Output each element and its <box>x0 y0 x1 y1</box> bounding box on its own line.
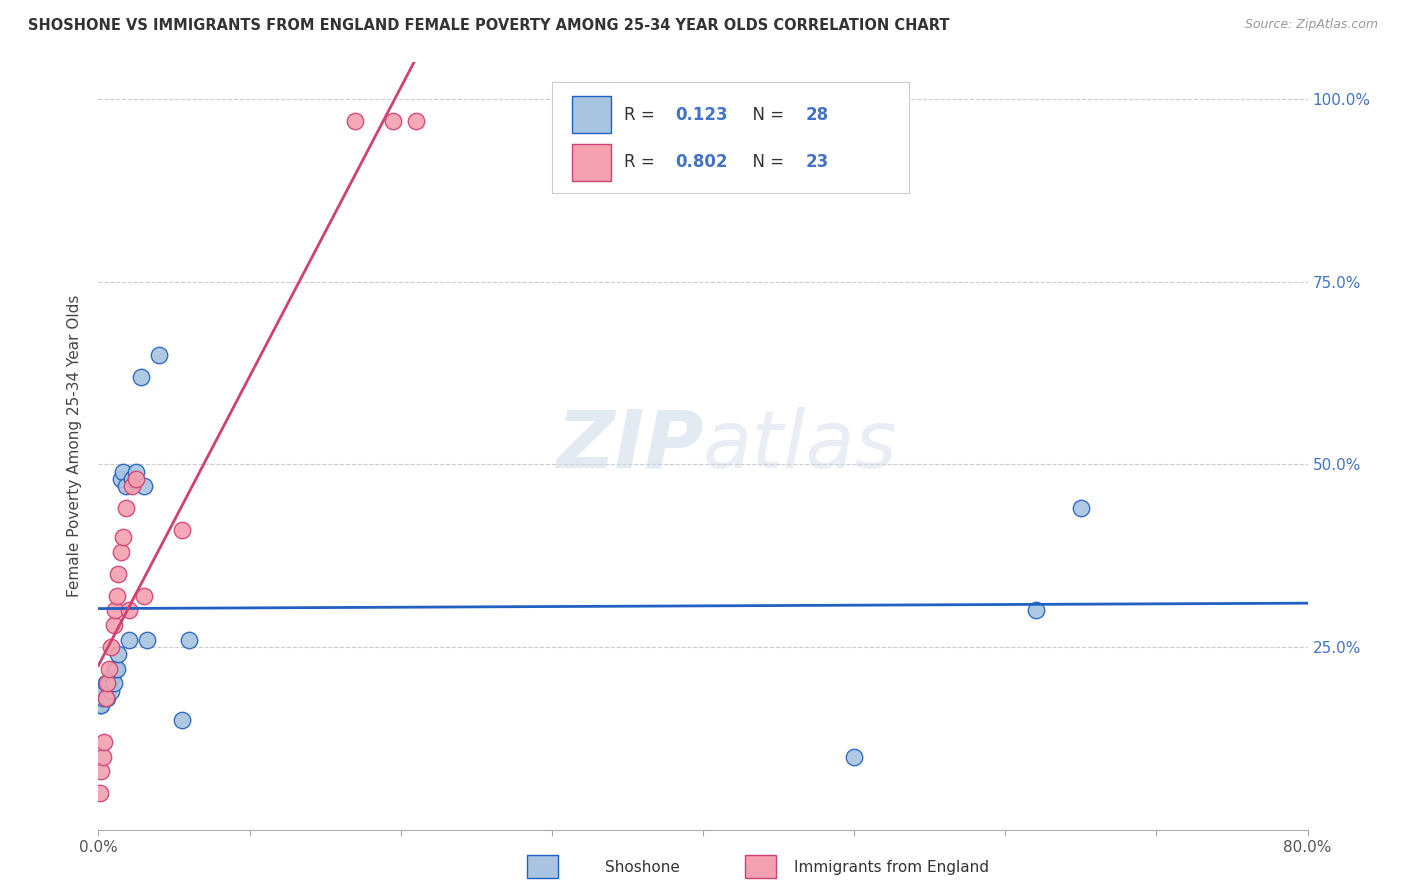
Point <box>94 676 117 690</box>
Point <box>132 479 155 493</box>
Point <box>170 713 193 727</box>
Point <box>103 676 125 690</box>
Point <box>96 691 118 706</box>
Point <box>114 479 136 493</box>
Point <box>344 114 367 128</box>
Text: SHOSHONE VS IMMIGRANTS FROM ENGLAND FEMALE POVERTY AMONG 25-34 YEAR OLDS CORRELA: SHOSHONE VS IMMIGRANTS FROM ENGLAND FEMA… <box>28 18 949 33</box>
Point <box>118 603 141 617</box>
Point <box>179 632 201 647</box>
Point <box>91 749 114 764</box>
Point <box>90 764 112 778</box>
FancyBboxPatch shape <box>551 81 908 193</box>
Text: 0.802: 0.802 <box>675 153 728 171</box>
Point <box>89 786 111 800</box>
Text: atlas: atlas <box>703 407 898 485</box>
Point <box>1070 501 1092 516</box>
Text: 28: 28 <box>806 105 830 124</box>
Point <box>100 640 122 654</box>
Point <box>111 465 134 479</box>
Point <box>148 348 170 362</box>
Point <box>89 698 111 713</box>
Bar <box>745 855 776 878</box>
Point <box>105 662 128 676</box>
Point <box>105 589 128 603</box>
Point <box>100 683 122 698</box>
Point <box>125 465 148 479</box>
Point <box>114 501 136 516</box>
Point <box>110 472 132 486</box>
Point <box>98 676 121 690</box>
Point <box>121 472 143 486</box>
Point <box>121 479 143 493</box>
Point <box>382 114 405 128</box>
Point <box>135 632 157 647</box>
Point <box>129 369 152 384</box>
Text: N =: N = <box>742 105 789 124</box>
Point <box>91 691 114 706</box>
Point <box>107 566 129 581</box>
Point <box>101 669 124 683</box>
Text: R =: R = <box>624 153 661 171</box>
Bar <box>572 96 612 133</box>
Text: Source: ZipAtlas.com: Source: ZipAtlas.com <box>1244 18 1378 31</box>
Point <box>98 662 121 676</box>
Point <box>90 698 112 713</box>
Point <box>110 545 132 559</box>
Text: 23: 23 <box>806 153 830 171</box>
Text: Shoshone: Shoshone <box>605 860 679 874</box>
Text: N =: N = <box>742 153 789 171</box>
Point <box>405 114 427 128</box>
Bar <box>572 144 612 180</box>
Text: R =: R = <box>624 105 661 124</box>
Point <box>96 676 118 690</box>
Point <box>103 618 125 632</box>
Text: 0.123: 0.123 <box>675 105 728 124</box>
Text: ZIP: ZIP <box>555 407 703 485</box>
Text: Immigrants from England: Immigrants from England <box>794 860 990 874</box>
Point <box>94 691 117 706</box>
Point <box>125 472 148 486</box>
Point <box>1024 603 1046 617</box>
Point <box>107 647 129 661</box>
Point <box>170 523 193 537</box>
Point <box>104 662 127 676</box>
Point <box>132 589 155 603</box>
Point <box>844 749 866 764</box>
Point <box>104 603 127 617</box>
Y-axis label: Female Poverty Among 25-34 Year Olds: Female Poverty Among 25-34 Year Olds <box>67 295 83 597</box>
Bar <box>527 855 558 878</box>
Point <box>93 735 115 749</box>
Point <box>118 632 141 647</box>
Point <box>111 530 134 544</box>
Point <box>93 683 115 698</box>
